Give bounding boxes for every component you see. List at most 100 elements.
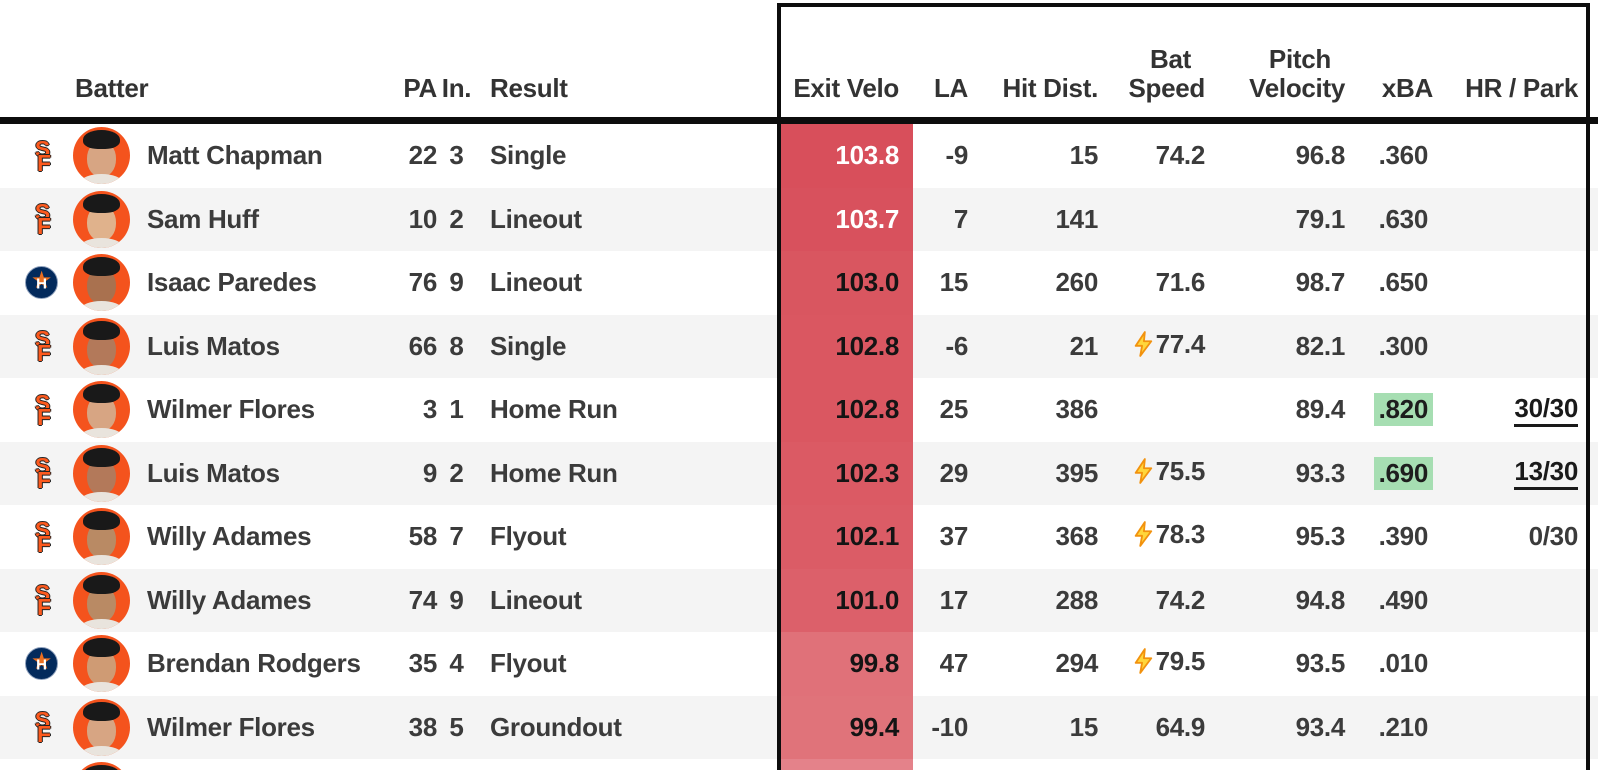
column-header-hit-dist: Hit Dist. bbox=[1002, 72, 1098, 103]
table-body: SF ★H Matt Chapman 22 3 Single 103.8 -9 … bbox=[0, 124, 1598, 770]
avatar-jersey bbox=[80, 174, 122, 185]
avatar-cap bbox=[82, 701, 120, 721]
bat-speed-number: 74.2 bbox=[1155, 584, 1206, 615]
xba-value: .490 bbox=[1378, 584, 1429, 615]
inning-value: 3 bbox=[449, 140, 464, 171]
xba-cell: .650 bbox=[1347, 266, 1435, 299]
xba-cell: .010 bbox=[1347, 647, 1435, 680]
inning-value: 4 bbox=[449, 648, 464, 679]
player-avatar-cell bbox=[62, 508, 140, 566]
table-row[interactable]: SF ★H Sam Huff 10 2 Lineout 103.7 7 141 … bbox=[0, 187, 1598, 251]
team-logo-cell: SF ★H bbox=[0, 453, 62, 494]
inning-value: 7 bbox=[449, 521, 464, 552]
launch-angle-value: 47 bbox=[939, 648, 969, 679]
table-row[interactable]: SF ★H Wilmer Flores 38 5 Groundout 99.4 … bbox=[0, 695, 1598, 759]
table-row[interactable]: SF ★H Luis Matos 66 8 Single 102.8 -6 21… bbox=[0, 314, 1598, 378]
pitch-velocity-value: 79.1 bbox=[1295, 203, 1346, 234]
exit-velo-value: 102.8 bbox=[777, 378, 913, 442]
pitch-velocity-value: 95.3 bbox=[1295, 521, 1346, 552]
bat-speed-number: 77.4 bbox=[1155, 328, 1206, 359]
inning-value: 1 bbox=[449, 394, 464, 425]
avatar-cap bbox=[82, 130, 120, 150]
pitch-velocity-value: 89.4 bbox=[1295, 394, 1346, 425]
table-row[interactable]: SF ★H Isaac Paredes 76 9 Lineout 103.0 1… bbox=[0, 251, 1598, 315]
column-header-pa: PA bbox=[403, 72, 437, 103]
bat-speed-value: 74.2 bbox=[1100, 585, 1207, 616]
hit-distance-value: 15 bbox=[1069, 711, 1099, 742]
table-row[interactable]: SF ★H Matt Chapman 22 3 Single 103.8 -9 … bbox=[0, 124, 1598, 188]
xba-value: .210 bbox=[1378, 711, 1429, 742]
result-value: Single bbox=[490, 330, 567, 361]
bat-speed-value: 74.2 bbox=[1100, 140, 1207, 171]
column-header-bat-speed: Bat Speed bbox=[1100, 44, 1207, 117]
xba-value: .010 bbox=[1378, 648, 1429, 679]
exit-velo-value bbox=[777, 759, 913, 770]
result-value: Lineout bbox=[490, 203, 582, 234]
player-headshot-avatar bbox=[72, 508, 130, 566]
player-avatar-cell bbox=[62, 571, 140, 629]
table-row[interactable]: SF ★H Brendan Rodgers 35 4 Flyout 99.8 4… bbox=[0, 632, 1598, 696]
pitch-velocity-value: 82.1 bbox=[1295, 330, 1346, 361]
batter-name: Isaac Paredes bbox=[147, 267, 317, 298]
avatar-jersey bbox=[80, 301, 122, 312]
table-row[interactable]: SF ★H Wilmer Flores 3 1 Home Run 102.8 2… bbox=[0, 378, 1598, 442]
exit-velo-value: 103.0 bbox=[777, 251, 913, 315]
avatar-cap bbox=[82, 447, 120, 467]
bat-speed-value: 71.6 bbox=[1100, 267, 1207, 298]
table-row[interactable]: SF ★H bbox=[0, 759, 1598, 770]
column-header-la: LA bbox=[933, 72, 968, 103]
pa-value: 10 bbox=[408, 203, 438, 234]
player-headshot-avatar bbox=[72, 317, 130, 375]
column-header-inning: In. bbox=[441, 72, 472, 103]
fast-swing-bolt-icon bbox=[1132, 521, 1154, 554]
pitch-velocity-value: 93.5 bbox=[1295, 648, 1346, 679]
player-headshot-avatar bbox=[72, 571, 130, 629]
team-logo-cell: SF ★H bbox=[0, 516, 62, 557]
xba-cell: .300 bbox=[1347, 330, 1435, 363]
table-row[interactable]: SF ★H Willy Adames 58 7 Flyout 102.1 37 … bbox=[0, 505, 1598, 569]
table-row[interactable]: SF ★H Luis Matos 9 2 Home Run 102.3 29 3… bbox=[0, 441, 1598, 505]
avatar-cap bbox=[82, 511, 120, 531]
result-value: Lineout bbox=[490, 584, 582, 615]
batter-name: Luis Matos bbox=[147, 330, 280, 361]
xba-value: .390 bbox=[1378, 521, 1429, 552]
bat-speed-number: 79.5 bbox=[1155, 646, 1206, 677]
player-headshot-avatar bbox=[72, 190, 130, 248]
result-value: Flyout bbox=[490, 521, 567, 552]
bat-speed-value: 77.4 bbox=[1100, 329, 1207, 364]
avatar-jersey bbox=[80, 745, 122, 756]
bat-speed-value: 79.5 bbox=[1100, 646, 1207, 681]
player-avatar-cell bbox=[62, 317, 140, 375]
hr-park-link[interactable]: 30/30 bbox=[1514, 393, 1578, 427]
player-avatar-cell bbox=[62, 190, 140, 248]
inning-value: 5 bbox=[449, 711, 464, 742]
batter-name: Luis Matos bbox=[147, 457, 280, 488]
xba-cell: .210 bbox=[1347, 711, 1435, 744]
launch-angle-value: 37 bbox=[939, 521, 969, 552]
inning-value: 9 bbox=[449, 584, 464, 615]
bat-speed-number: 71.6 bbox=[1155, 267, 1206, 298]
team-logo-cell: SF ★H bbox=[0, 647, 62, 681]
player-headshot-avatar bbox=[72, 444, 130, 502]
column-header-batter: Batter bbox=[75, 72, 149, 103]
avatar-cap bbox=[82, 638, 120, 658]
player-avatar-cell bbox=[62, 444, 140, 502]
table-row[interactable]: SF ★H Willy Adames 74 9 Lineout 101.0 17… bbox=[0, 568, 1598, 632]
xba-value: .690 bbox=[1373, 456, 1433, 490]
inning-value: 8 bbox=[449, 330, 464, 361]
pitch-velocity-value: 96.8 bbox=[1295, 140, 1346, 171]
xba-cell: .360 bbox=[1347, 139, 1435, 172]
hr-park-link[interactable]: 13/30 bbox=[1514, 456, 1578, 491]
xba-value: .300 bbox=[1378, 330, 1429, 361]
fast-swing-bolt-icon bbox=[1132, 457, 1154, 491]
player-avatar-cell bbox=[62, 698, 140, 756]
team-logo-cell: SF ★H bbox=[0, 201, 62, 238]
column-header-exit-velo: Exit Velo bbox=[793, 72, 899, 103]
hit-distance-value: 288 bbox=[1055, 584, 1099, 615]
